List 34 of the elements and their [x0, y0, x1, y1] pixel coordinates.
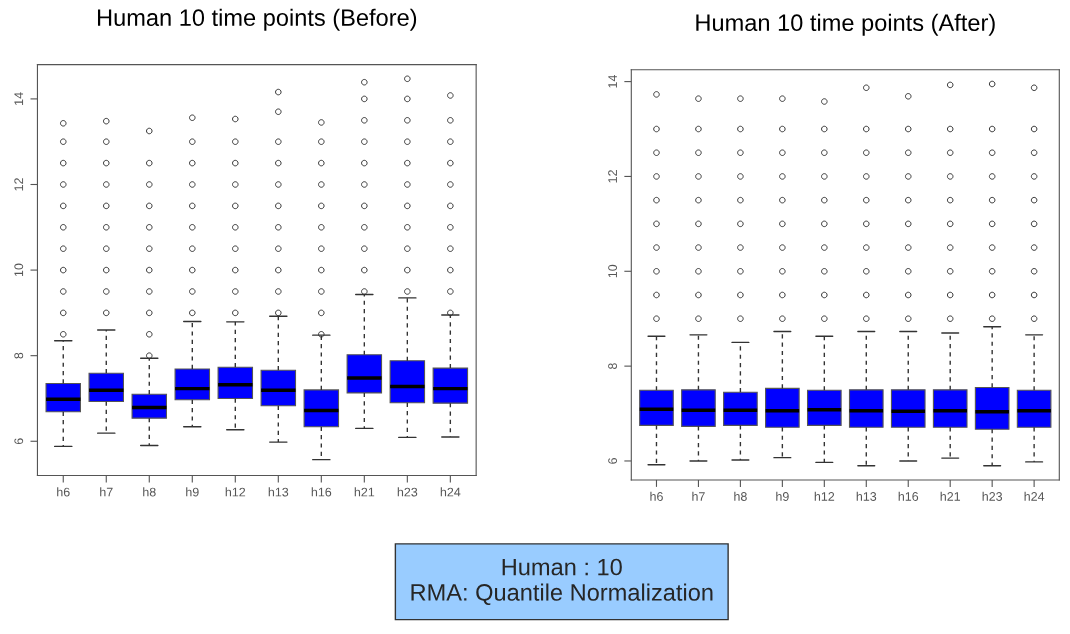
y-tick-label: 14 — [608, 75, 617, 88]
chart-title: Human 10 time points (After) — [696, 13, 995, 36]
x-tick-label: h23 — [982, 491, 1003, 501]
y-tick-label: 8 — [14, 352, 24, 359]
text: RMA: Quantile Normalization — [411, 583, 713, 606]
x-tick-label: h16 — [311, 487, 332, 497]
x-tick-label: h9 — [776, 491, 789, 501]
y-tick-label: 6 — [14, 438, 24, 445]
x-tick-label: h24 — [1024, 491, 1045, 501]
text: Human : 10 — [502, 558, 622, 576]
x-tick-label: h12 — [814, 491, 835, 501]
y-tick-label: 10 — [608, 264, 618, 278]
y-tick-label: 10 — [14, 263, 24, 277]
x-tick-label: h7 — [100, 487, 113, 497]
x-tick-label: h7 — [692, 491, 705, 501]
y-tick-label: 12 — [14, 178, 24, 191]
y-tick-label: 14 — [14, 92, 24, 105]
x-tick-label: h8 — [143, 487, 156, 497]
x-tick-label: h13 — [268, 487, 289, 497]
x-tick-label: h6 — [57, 487, 70, 497]
x-tick-label: h23 — [397, 487, 418, 497]
x-tick-label: h24 — [440, 487, 461, 497]
x-tick-label: h8 — [734, 491, 747, 501]
x-tick-label: h16 — [898, 491, 919, 501]
x-tick-label: h12 — [225, 487, 246, 497]
x-tick-label: h6 — [650, 491, 663, 501]
y-tick-label: 8 — [608, 363, 618, 370]
x-tick-label: h21 — [354, 487, 375, 497]
x-tick-label: h13 — [856, 491, 877, 501]
chart-title: Human 10 time points (Before) — [97, 8, 417, 31]
y-tick-label: 12 — [608, 170, 617, 183]
y-tick-label: 6 — [608, 458, 618, 464]
x-tick-label: h21 — [940, 491, 961, 501]
x-tick-label: h9 — [186, 487, 199, 497]
